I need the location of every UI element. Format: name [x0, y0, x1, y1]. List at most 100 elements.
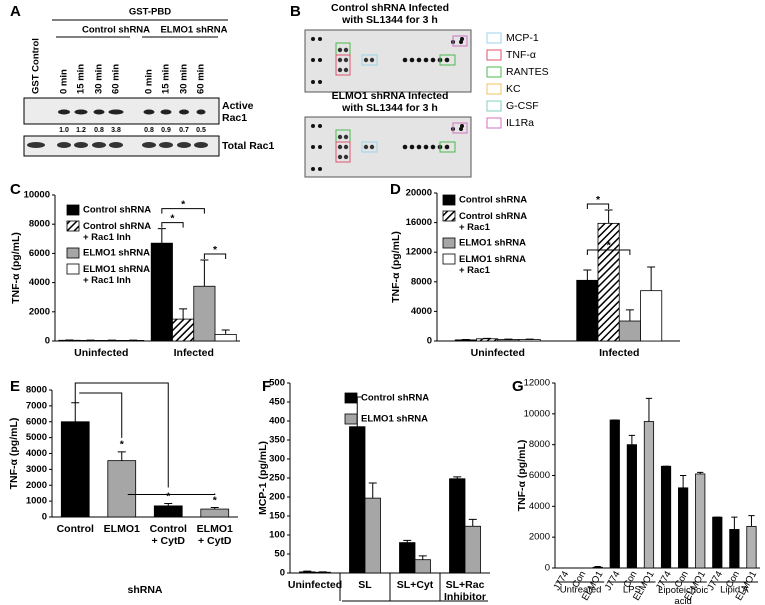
- error-bar: [731, 516, 738, 530]
- spot: [402, 144, 408, 150]
- bar: [497, 339, 520, 342]
- x-tick-label: J774: [603, 569, 623, 592]
- ratio: 3.8: [111, 127, 121, 134]
- legend-swatch: [486, 100, 502, 112]
- ratio: 1.2: [76, 127, 86, 134]
- x-tick-label: ELMO1 + CytD: [197, 523, 233, 547]
- legend-label: RANTES: [506, 66, 549, 78]
- spot: [318, 124, 322, 128]
- spot-box: [439, 141, 456, 153]
- spot-box: [361, 141, 378, 153]
- row-label: Total Rac1: [222, 140, 274, 152]
- group-label: ELMO1 shRNA: [160, 25, 227, 36]
- y-tick-label: 0: [45, 336, 50, 347]
- spot-box: [452, 35, 468, 47]
- panel-letter: B: [290, 3, 301, 20]
- error-bar: [697, 471, 704, 474]
- legend-label: Control shRNA: [83, 205, 151, 216]
- spot: [318, 80, 322, 84]
- legend-swatch: [486, 117, 502, 129]
- legend-swatch: [66, 247, 80, 259]
- significance-bracket: [586, 249, 631, 255]
- legend-label: Control shRNA: [459, 195, 527, 206]
- lane-label: 15 min: [161, 64, 172, 94]
- y-axis-title: TNF-α (pg/mL): [10, 232, 22, 304]
- band: [108, 109, 124, 115]
- y-tick-label: 200: [269, 492, 285, 503]
- error-bar: [645, 397, 653, 422]
- y-tick-label: 350: [269, 435, 285, 446]
- error-bar: [453, 476, 462, 479]
- bar: [746, 525, 757, 569]
- y-tick-label: 50: [274, 549, 285, 560]
- legend: MCP-1 TNF-α RANTES KC G-CSF IL1Ra: [486, 32, 549, 129]
- error-bar: [303, 570, 312, 572]
- y-tick-label: 5000: [26, 432, 47, 443]
- group-label: Untreated: [560, 585, 602, 596]
- legend-swatch: [442, 210, 456, 222]
- ratio: 0.9: [161, 127, 171, 134]
- legend-swatch: [344, 413, 358, 425]
- y-tick-label: 3000: [26, 464, 47, 475]
- bar: [518, 339, 541, 342]
- error-bar: [604, 209, 613, 224]
- x-tick-label: Uninfected: [288, 579, 342, 591]
- bar: [660, 465, 672, 569]
- spot: [423, 144, 429, 150]
- spot: [311, 58, 315, 62]
- spot-box: [439, 54, 456, 66]
- error-bar: [583, 269, 592, 281]
- x-tick-label: Control + CytD: [150, 523, 187, 547]
- error-bar: [179, 308, 188, 320]
- y-tick-label: 8000: [529, 439, 550, 450]
- error-bar: [679, 475, 687, 488]
- spot: [311, 124, 315, 128]
- lane-label: 30 min: [94, 64, 105, 94]
- x-tick-label: Control: [57, 523, 94, 535]
- legend-swatch: [66, 263, 80, 275]
- x-tick-label: SL: [358, 579, 372, 591]
- bar: [364, 497, 381, 574]
- bar: [729, 529, 740, 569]
- spot: [337, 144, 343, 150]
- bar: [200, 508, 230, 518]
- y-tick-label: 6000: [529, 470, 550, 481]
- spot: [363, 144, 369, 150]
- band: [160, 109, 172, 115]
- significance-marker: *: [170, 212, 175, 224]
- spot: [343, 57, 349, 63]
- spot: [460, 124, 464, 128]
- array-spots: [311, 35, 468, 171]
- band: [109, 142, 123, 148]
- y-tick-label: 7000: [26, 400, 47, 411]
- bar: [576, 279, 599, 342]
- y-tick-label: 0: [427, 336, 432, 347]
- band: [177, 142, 191, 148]
- row-label: Active Rac1: [222, 100, 254, 124]
- spot: [337, 47, 343, 53]
- panel-letter: C: [10, 181, 21, 198]
- comparison-line: [127, 493, 216, 495]
- error-bar: [628, 434, 636, 445]
- panel-letter: D: [390, 181, 401, 198]
- array-blot: [304, 116, 472, 178]
- band: [179, 109, 189, 115]
- bar: [464, 525, 481, 574]
- ratio: 0.8: [94, 127, 104, 134]
- y-tick-label: 8000: [411, 276, 432, 287]
- legend-label: ELMO1 shRNA + Rac1 Inh: [83, 264, 150, 286]
- bar: [592, 566, 603, 569]
- spot: [311, 167, 315, 171]
- spot: [311, 37, 315, 41]
- significance-bracket: [161, 222, 184, 228]
- y-tick-label: 6000: [26, 416, 47, 427]
- legend-label: MCP-1: [506, 32, 539, 44]
- bar: [695, 473, 706, 569]
- band: [74, 109, 88, 115]
- y-tick-label: 400: [269, 416, 285, 427]
- band: [93, 109, 105, 115]
- legend-label: ELMO1 shRNA: [361, 414, 428, 425]
- y-tick-label: 8000: [29, 219, 50, 230]
- spot: [343, 47, 349, 53]
- blot-title: ELMO1 shRNA Infected with SL1344 for 3 h: [332, 90, 449, 114]
